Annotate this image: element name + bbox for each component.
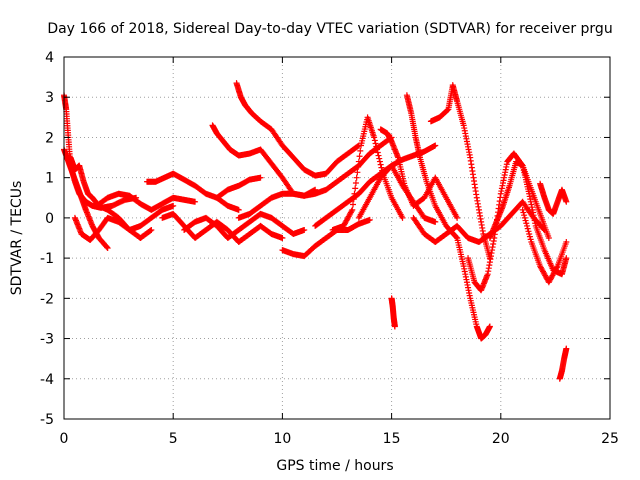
y-tick-label: -2 bbox=[40, 291, 54, 307]
data-point bbox=[103, 244, 110, 251]
series-arc-15h bbox=[377, 126, 461, 221]
data-point bbox=[279, 235, 286, 241]
series-arc-23h-drop bbox=[556, 345, 570, 382]
data-point bbox=[352, 180, 359, 187]
data-point bbox=[399, 214, 406, 221]
data-point bbox=[170, 202, 177, 209]
y-tick-label: -3 bbox=[40, 332, 54, 348]
data-point bbox=[301, 226, 308, 233]
series-arc-13h bbox=[329, 114, 406, 233]
data-point bbox=[378, 164, 385, 171]
data-point bbox=[374, 149, 381, 156]
x-tick-label: 0 bbox=[60, 431, 69, 447]
data-point bbox=[349, 206, 356, 213]
plot-frame bbox=[63, 56, 611, 420]
data-point bbox=[350, 196, 357, 203]
data-point bbox=[354, 169, 361, 176]
data-point bbox=[356, 153, 363, 160]
y-tick-label: -4 bbox=[40, 372, 54, 388]
data-point bbox=[374, 146, 381, 153]
data-point bbox=[366, 216, 373, 223]
y-tick-label: 0 bbox=[45, 211, 54, 227]
data-point bbox=[348, 208, 355, 215]
data-point bbox=[373, 143, 380, 150]
data-point bbox=[355, 158, 362, 165]
series-arc-early-d bbox=[71, 202, 177, 244]
y-tick-label: -1 bbox=[40, 251, 54, 267]
data-point bbox=[104, 245, 111, 252]
series-arc-8h bbox=[233, 80, 362, 179]
data-point bbox=[350, 201, 357, 208]
y-axis-label: SDTVAR / TECUs bbox=[9, 181, 25, 296]
data-point bbox=[376, 155, 383, 162]
x-tick-label: 25 bbox=[601, 431, 619, 447]
series-arc-10h bbox=[279, 216, 373, 260]
series-arc-7h bbox=[209, 122, 319, 199]
data-point bbox=[376, 158, 383, 165]
y-tick-label: 4 bbox=[45, 50, 54, 66]
data-point bbox=[377, 161, 384, 168]
data-point bbox=[235, 206, 242, 213]
y-tick-label: 3 bbox=[45, 90, 54, 106]
grid-lines bbox=[64, 57, 610, 419]
series-arc-15h-drop bbox=[388, 295, 398, 330]
series-arc-17h-high bbox=[427, 82, 493, 262]
data-point bbox=[375, 152, 382, 159]
data-point bbox=[148, 226, 155, 233]
series-arc-early-c bbox=[67, 154, 155, 241]
data-point bbox=[351, 190, 358, 197]
data-point bbox=[372, 140, 379, 147]
data-point bbox=[371, 134, 378, 141]
x-tick-label: 20 bbox=[492, 431, 510, 447]
chart-title: Day 166 of 2018, Sidereal Day-to-day VTE… bbox=[47, 21, 612, 37]
y-tick-label: -5 bbox=[40, 412, 54, 428]
data-point bbox=[354, 143, 361, 150]
series-arc-9h bbox=[235, 134, 395, 221]
data-point bbox=[371, 137, 378, 144]
data-point bbox=[257, 174, 264, 181]
data-point bbox=[432, 218, 439, 225]
x-tick-label: 15 bbox=[383, 431, 401, 447]
series-arc-6h bbox=[181, 210, 308, 241]
data-point bbox=[147, 227, 154, 234]
series-arc-early-e bbox=[93, 190, 199, 213]
y-tick-label: 1 bbox=[45, 171, 54, 187]
data-point bbox=[192, 198, 199, 205]
x-tick-label: 5 bbox=[169, 431, 178, 447]
data-point bbox=[352, 185, 359, 192]
x-axis-label: GPS time / hours bbox=[276, 458, 393, 474]
series-arc-7h-low bbox=[213, 174, 264, 201]
x-tick-label: 10 bbox=[273, 431, 291, 447]
data-point bbox=[432, 142, 439, 149]
data-point bbox=[357, 147, 364, 154]
data-point bbox=[355, 163, 362, 170]
y-tick-label: 2 bbox=[45, 130, 54, 146]
data-point bbox=[353, 174, 360, 181]
data-series bbox=[61, 80, 570, 382]
